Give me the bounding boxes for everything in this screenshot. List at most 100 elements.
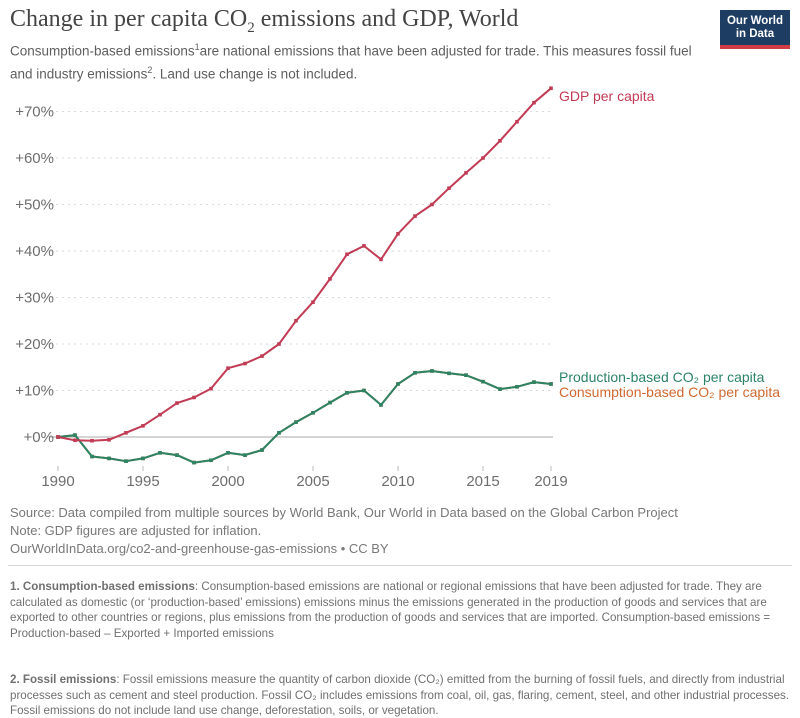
data-point-gdp <box>328 277 332 281</box>
data-point-production <box>430 369 434 373</box>
data-point-gdp <box>158 412 162 417</box>
source-line: Source: Data compiled from multiple sour… <box>10 505 678 520</box>
data-point-production <box>90 454 94 459</box>
footnote-2-text: : Fossil emissions measure the quantity … <box>10 673 790 717</box>
footnote-2: 2. Fossil emissions: Fossil emissions me… <box>10 672 792 718</box>
footer-divider <box>8 565 792 566</box>
y-axis-label: +20% <box>15 336 54 353</box>
x-axis-label: 2015 <box>466 473 499 490</box>
footnote-2-lead: 2. Fossil emissions <box>10 673 117 686</box>
data-point-gdp <box>413 214 417 218</box>
data-point-production <box>141 456 145 461</box>
data-point-gdp <box>175 401 179 405</box>
footnote-1: 1. Consumption-based emissions: Consumpt… <box>10 579 792 641</box>
footnote-ref-2: 2 <box>147 64 153 75</box>
logo-line-2: in Data <box>735 28 775 40</box>
series-label-production: Production-based CO₂ per capita <box>559 369 765 385</box>
data-point-gdp <box>515 119 519 124</box>
data-point-gdp <box>396 231 400 236</box>
data-point-gdp <box>464 171 468 175</box>
data-point-gdp <box>532 100 536 105</box>
data-point-production <box>175 453 179 457</box>
data-point-production <box>260 448 264 452</box>
data-point-production <box>209 458 213 463</box>
title-subscript: 2 <box>247 19 255 36</box>
data-point-production <box>107 456 111 461</box>
data-point-production <box>362 388 366 393</box>
data-point-gdp <box>379 257 383 262</box>
data-point-production <box>192 460 196 465</box>
y-axis-label: +70% <box>15 104 54 121</box>
x-axis-label: 2005 <box>296 473 329 490</box>
series-label-gdp: GDP per capita <box>559 88 655 104</box>
data-point-production <box>328 400 332 405</box>
data-point-production <box>396 382 400 386</box>
data-point-production <box>226 451 230 455</box>
data-point-production <box>464 373 468 377</box>
title-text: Change in per capita CO <box>10 6 248 32</box>
chart-svg: +0% +10% +20% +30% +40% +50% +60% +70% 1990 1995 2… <box>15 86 780 490</box>
x-axis-label: 2000 <box>211 473 244 490</box>
data-point-production <box>243 453 247 457</box>
footnote-1-lead: 1. Consumption-based emissions <box>10 580 195 593</box>
data-point-production <box>294 420 298 424</box>
data-point-gdp <box>141 424 145 428</box>
data-point-gdp <box>124 431 128 435</box>
subtitle-text: Consumption-based emissions <box>10 43 195 59</box>
data-point-gdp <box>430 202 434 207</box>
data-point-production <box>158 451 162 455</box>
series-line-gdp <box>57 87 552 442</box>
data-point-gdp <box>345 252 349 257</box>
data-point-gdp <box>481 156 485 160</box>
y-axis-label: +0% <box>24 429 54 446</box>
data-point-gdp <box>362 244 366 248</box>
footnote-ref-1: 1 <box>194 42 200 52</box>
y-axis-label: +40% <box>15 243 54 260</box>
data-point-production <box>345 391 349 395</box>
data-point-gdp <box>549 86 553 91</box>
data-point-production <box>413 371 417 375</box>
data-point-production <box>549 382 553 386</box>
data-point-gdp <box>192 395 196 400</box>
data-point-production <box>481 379 485 384</box>
data-point-gdp <box>260 354 264 358</box>
note-line: Note: GDP figures are adjusted for infla… <box>10 523 262 538</box>
data-point-gdp <box>243 361 247 366</box>
data-point-gdp <box>73 438 77 443</box>
data-point-production <box>311 411 315 415</box>
data-point-production <box>515 384 519 389</box>
license-line: OurWorldInData.org/co2-and-greenhouse-ga… <box>10 541 389 556</box>
data-point-production <box>498 387 502 391</box>
data-point-production <box>379 403 383 407</box>
data-point-gdp <box>107 437 111 442</box>
data-point-gdp <box>277 342 281 346</box>
footnote-1-text: : Consumption-based emissions are nation… <box>10 580 771 640</box>
data-point-gdp <box>294 318 298 323</box>
y-axis-label: +10% <box>15 383 54 400</box>
subtitle-text-3: . Land use change is not included. <box>152 66 358 81</box>
y-axis-label: +50% <box>15 197 54 214</box>
data-point-gdp <box>56 435 60 439</box>
data-point-gdp <box>447 186 451 191</box>
page-title: Change in per capita CO2 emissions and G… <box>10 6 518 37</box>
footnotes-section: 1. Consumption-based emissions: Consumpt… <box>10 579 792 718</box>
x-axis-label: 1990 <box>41 473 74 490</box>
data-point-production <box>532 380 536 384</box>
y-axis-label: +60% <box>15 150 54 167</box>
logo-line-1: Our World <box>726 15 783 27</box>
chart-subtitle: Consumption-based emissions1are national… <box>10 38 712 83</box>
data-point-gdp <box>226 366 230 370</box>
owid-logo: Our World in Data <box>719 10 790 49</box>
y-axis-label: +30% <box>15 290 54 307</box>
series-label-consumption: Consumption-based CO₂ per capita <box>559 384 780 400</box>
data-point-gdp <box>498 138 502 143</box>
data-point-gdp <box>209 386 213 391</box>
data-point-production <box>124 459 128 463</box>
x-axis-label: 2010 <box>381 473 414 490</box>
data-point-gdp <box>311 300 315 304</box>
series-line-production <box>57 370 552 464</box>
title-text-rest: emissions and GDP, World <box>254 6 519 32</box>
x-axis-label: 2019 <box>534 473 567 490</box>
subtitle-text-2: are national emissions that have been ad… <box>10 43 692 82</box>
